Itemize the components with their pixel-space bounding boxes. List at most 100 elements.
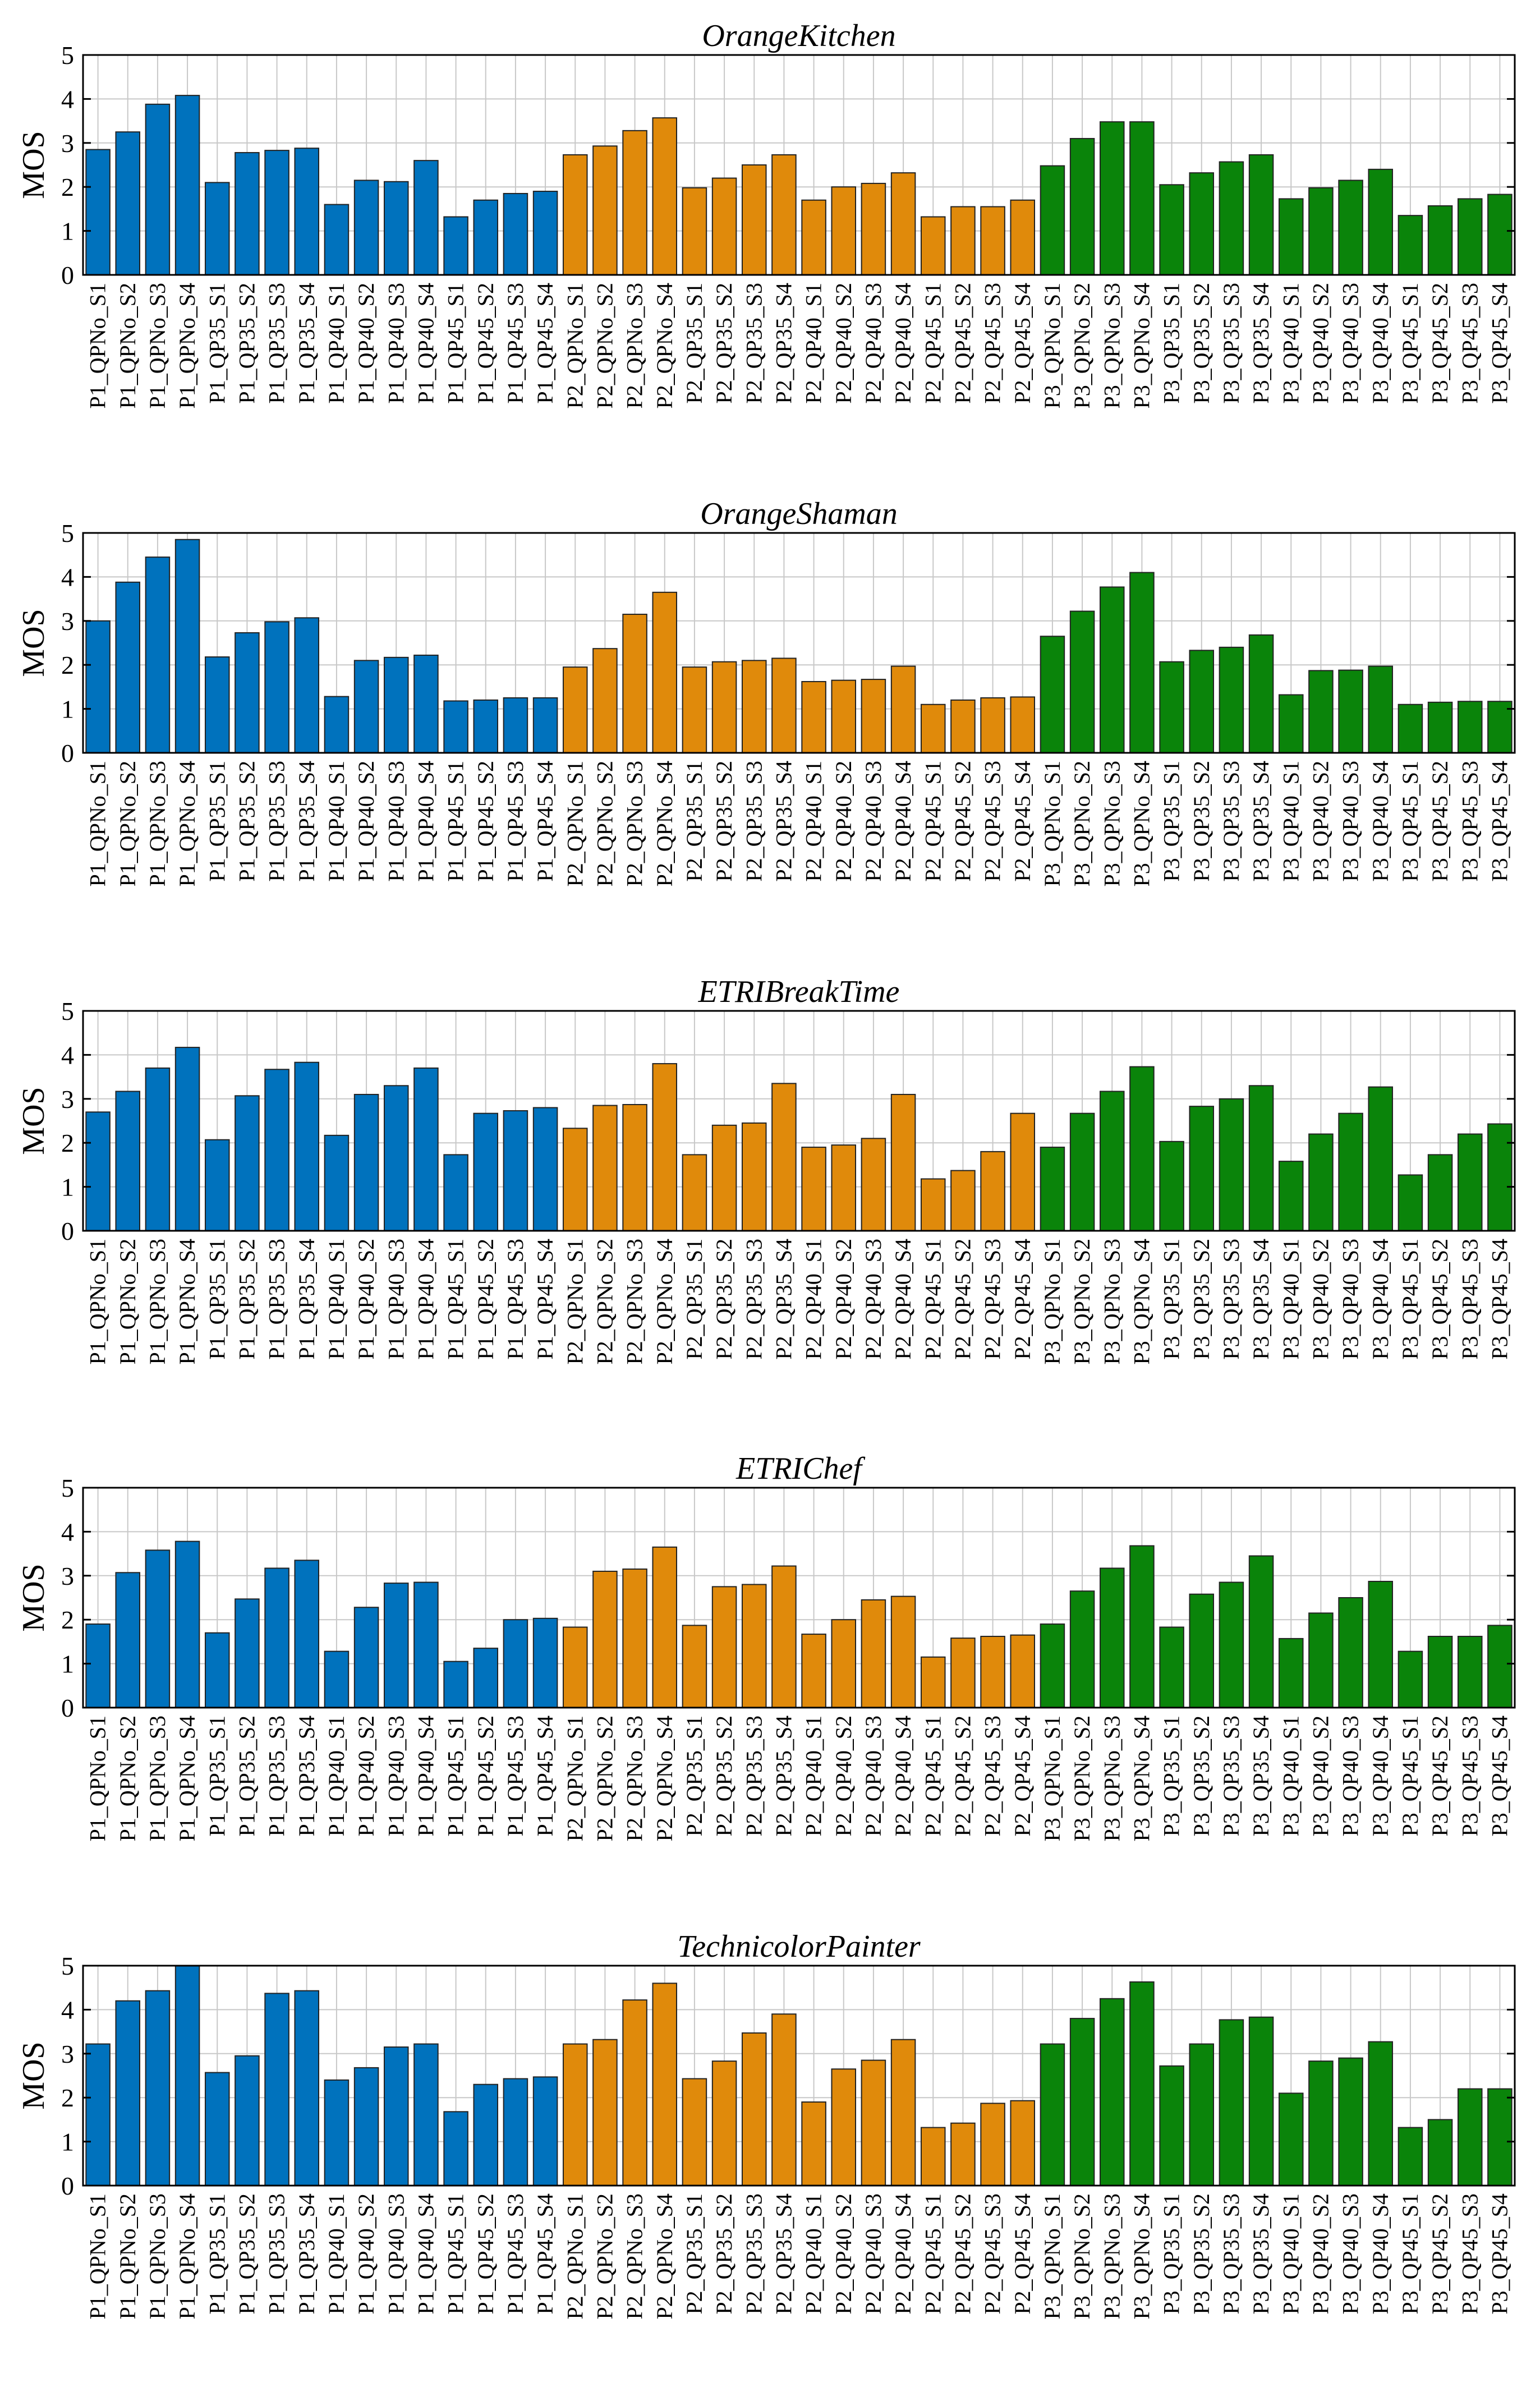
x-tick-label: P2_QPNo_S2	[592, 283, 617, 409]
bar-P3_QP45_S3	[1457, 1133, 1483, 1232]
bar-P3_QP40_S1	[1278, 694, 1304, 753]
x-tick-label: P1_QP40_S1	[324, 283, 349, 404]
bar-P3_QP40_S3	[1338, 669, 1363, 754]
bar-P1_QP40_S3	[383, 656, 409, 753]
x-tick-label: P3_QP45_S4	[1487, 283, 1512, 404]
bar-P3_QP40_S2	[1308, 2060, 1334, 2186]
x-tick-label: P2_QP45_S3	[980, 761, 1005, 882]
bar-P3_QP40_S4	[1368, 168, 1394, 275]
y-tick-label: 0	[61, 739, 74, 767]
x-tick-label: P2_QP35_S4	[771, 761, 796, 882]
x-tick-label: P3_QP35_S2	[1189, 761, 1214, 882]
bar-P2_QPNo_S1	[562, 154, 588, 275]
x-tick-label: P2_QP45_S4	[1010, 2193, 1035, 2315]
bar-P1_QP40_S2	[353, 180, 379, 275]
bar-P1_QP40_S4	[413, 2043, 439, 2186]
y-tick-label: 1	[61, 1173, 74, 1202]
x-tick-label: P2_QPNo_S4	[652, 761, 677, 887]
x-tick-label: P3_QP35_S3	[1219, 2193, 1244, 2315]
bar-P3_QP35_S2	[1189, 2043, 1215, 2186]
bar-P1_QPNo_S4	[174, 1965, 200, 2186]
bar-P1_QPNo_S2	[115, 131, 141, 275]
bar-P3_QPNo_S3	[1099, 1567, 1125, 1708]
bar-P2_QP45_S1	[920, 2127, 946, 2186]
bar-P3_QPNo_S1	[1040, 1147, 1065, 1232]
y-tick-label: 0	[61, 261, 74, 289]
x-tick-label: P2_QP45_S1	[920, 761, 945, 882]
x-tick-label: P3_QP35_S4	[1248, 1715, 1274, 1837]
bar-P2_QP45_S4	[1010, 1112, 1036, 1231]
x-tick-label: P1_QPNo_S4	[174, 2193, 200, 2320]
bar-P3_QP40_S3	[1338, 1597, 1363, 1708]
x-tick-label: P2_QP45_S2	[950, 283, 975, 404]
x-tick-label: P1_QP45_S4	[532, 761, 558, 882]
bar-P2_QPNo_S2	[592, 145, 618, 275]
x-tick-label: P3_QPNo_S3	[1099, 1715, 1124, 1842]
bar-P3_QP35_S3	[1219, 1098, 1244, 1232]
y-tick-label: 2	[61, 1129, 74, 1157]
bar-P3_QPNo_S1	[1040, 1623, 1065, 1709]
x-tick-label: P2_QP35_S4	[771, 2193, 796, 2315]
bar-P1_QPNo_S2	[115, 1572, 141, 1709]
bar-P1_QP35_S4	[294, 1990, 320, 2186]
x-tick-label: P3_QPNo_S1	[1040, 283, 1065, 409]
bar-P2_QP40_S3	[861, 1599, 886, 1708]
bar-P2_QPNo_S3	[622, 130, 647, 276]
x-tick-label: P1_QP45_S3	[503, 2193, 528, 2315]
bar-P1_QPNo_S1	[85, 1623, 111, 1709]
plot-frame	[82, 1487, 1516, 1709]
x-tick-label: P1_QP45_S3	[503, 1715, 528, 1837]
x-tick-label: P2_QP40_S3	[861, 761, 886, 882]
x-tick-label: P2_QP40_S3	[861, 1239, 886, 1360]
bar-P2_QP45_S2	[950, 699, 976, 754]
y-tick-label: 3	[61, 129, 74, 158]
bar-P3_QP35_S2	[1189, 172, 1215, 275]
y-tick-label: 1	[61, 695, 74, 724]
x-tick-label: P3_QP35_S4	[1248, 283, 1274, 404]
bar-P1_QP45_S4	[532, 191, 558, 276]
bar-P1_QP35_S1	[204, 1632, 230, 1708]
x-tick-label: P2_QP35_S1	[682, 283, 707, 404]
y-tick-label: 5	[61, 1952, 74, 1980]
bar-P2_QP35_S4	[771, 1565, 797, 1708]
x-tick-label: P2_QP40_S4	[890, 283, 916, 404]
bar-P1_QP35_S2	[235, 1598, 260, 1709]
x-tick-label: P3_QP45_S4	[1487, 1715, 1512, 1837]
y-tick-label: 0	[61, 2172, 74, 2200]
bar-P2_QPNo_S2	[592, 648, 618, 754]
bar-P3_QPNo_S3	[1099, 1091, 1125, 1232]
x-tick-label: P2_QP45_S3	[980, 283, 1005, 404]
x-tick-label: P1_QPNo_S1	[85, 1715, 111, 1842]
bar-P1_QPNo_S1	[85, 620, 111, 754]
bar-P2_QP40_S3	[861, 2059, 886, 2187]
x-tick-label: P2_QP40_S4	[890, 1715, 916, 1837]
bar-P1_QP45_S4	[532, 1107, 558, 1231]
bar-P2_QP35_S1	[682, 187, 707, 275]
x-tick-label: P1_QP40_S3	[383, 283, 408, 404]
bar-P2_QPNo_S1	[562, 666, 588, 753]
x-tick-label: P1_QP35_S4	[294, 761, 319, 882]
bar-P1_QP40_S4	[413, 1581, 439, 1709]
x-tick-label: P1_QP35_S2	[234, 1715, 259, 1837]
x-tick-label: P2_QPNo_S2	[592, 761, 617, 887]
x-tick-label: P1_QPNo_S1	[85, 2193, 111, 2320]
x-tick-label: P1_QP35_S4	[294, 2193, 319, 2315]
bar-P1_QP45_S1	[443, 700, 468, 754]
bar-P2_QP35_S3	[741, 2032, 767, 2186]
x-tick-label: P2_QP45_S3	[980, 1715, 1005, 1837]
x-tick-label: P2_QP35_S2	[711, 761, 737, 882]
x-tick-label: P1_QPNo_S2	[115, 2193, 140, 2320]
bar-P2_QP35_S2	[711, 661, 737, 754]
x-tick-label: P1_QP35_S2	[234, 761, 259, 882]
x-tick-label: P3_QP40_S3	[1338, 761, 1363, 882]
bar-P3_QPNo_S3	[1099, 1998, 1125, 2187]
y-tick-label: 4	[61, 1041, 74, 1069]
x-tick-label: P2_QP35_S4	[771, 1239, 796, 1360]
bar-P1_QPNo_S3	[145, 556, 171, 753]
x-tick-label: P1_QP40_S1	[324, 1715, 349, 1837]
y-tick-label: 3	[61, 607, 74, 636]
x-tick-label: P1_QP45_S1	[443, 2193, 468, 2315]
x-tick-label: P1_QPNo_S3	[145, 761, 170, 887]
bar-P1_QP45_S1	[443, 1154, 468, 1231]
